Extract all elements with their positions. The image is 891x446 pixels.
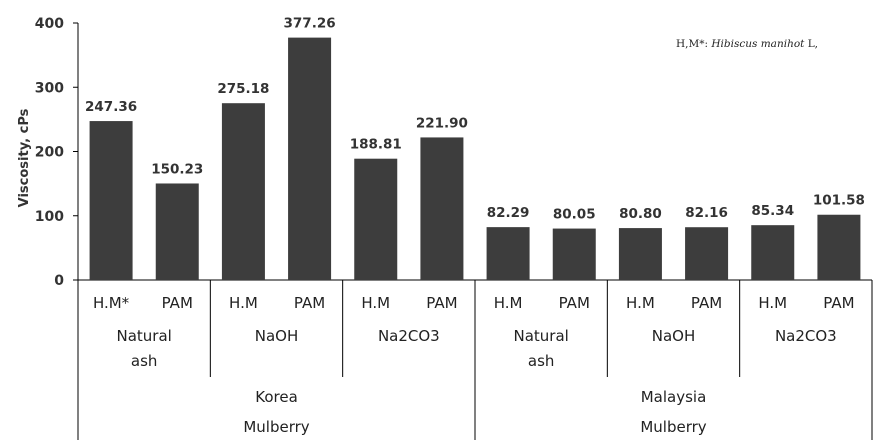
footnote-annotation: H,M*: Hibiscus manihot L, [676,38,818,50]
data-label: 188.81 [350,137,402,153]
data-label: 82.16 [685,205,728,221]
bar [486,227,530,280]
treatment-label: ash [528,352,555,370]
region-label: Malaysia [641,388,707,406]
data-label: 221.90 [416,115,468,131]
y-tick-label: 400 [35,16,64,32]
region-label: Korea [255,388,298,406]
data-label: 85.34 [751,203,794,219]
y-tick-label: 0 [54,273,64,289]
bar [420,137,464,280]
x-tick-label: PAM [162,294,193,312]
x-tick-label: PAM [426,294,457,312]
x-tick-label: H.M [626,294,655,312]
data-label: 101.58 [813,193,865,209]
y-tick-label: 300 [35,80,64,96]
treatment-label: Natural [117,327,172,345]
treatment-label: NaOH [255,327,299,345]
footnote-species: Hibiscus manihot [710,38,805,50]
bar [817,214,861,280]
data-labels: 247.36 150.23 275.18 377.26 188.81 221.90 82.2… [85,16,865,223]
x-tick-label: H.M [494,294,523,312]
bar [354,158,398,280]
treatment-label: NaOH [652,327,696,345]
x-tick-label: H.M [229,294,258,312]
data-label: 80.05 [553,207,596,223]
treatment-label: ash [131,352,158,370]
bar [155,183,199,280]
data-label: 247.36 [85,99,137,115]
footnote-prefix: H,M*: [676,38,711,50]
y-axis-label: Viscosity, cPs [17,108,32,207]
data-label: 80.80 [619,206,662,222]
region-label: Mulberry [243,418,309,436]
x-tick-label: H.M [758,294,787,312]
bar [288,37,332,281]
bar [751,225,795,280]
x-tick-label: PAM [559,294,590,312]
x-tick-label: H.M* [93,294,130,312]
bar [221,103,265,280]
x-tick-label: PAM [691,294,722,312]
bar [552,228,596,280]
region-label: Mulberry [640,418,706,436]
y-tick-label: 100 [35,209,64,225]
treatment-label: Na2CO3 [378,327,440,345]
x-tick-label: H.M [361,294,390,312]
data-label: 275.18 [217,81,269,97]
treatment-label: Na2CO3 [775,327,837,345]
bar [89,121,133,280]
x-tick-label: PAM [823,294,854,312]
data-label: 82.29 [487,205,530,221]
y-tick-label: 200 [35,145,64,161]
data-label: 150.23 [151,161,203,177]
data-label: 377.26 [284,16,336,32]
bar [685,227,729,280]
bar [618,228,662,280]
category-axis: H.M* PAM H.M PAM H.M PAM H.M PAM H.M PAM H.M PAM Nat… [77,280,873,440]
x-tick-label: PAM [294,294,325,312]
bars [89,37,861,281]
treatment-label: Natural [514,327,569,345]
footnote-suffix: L, [804,38,818,50]
